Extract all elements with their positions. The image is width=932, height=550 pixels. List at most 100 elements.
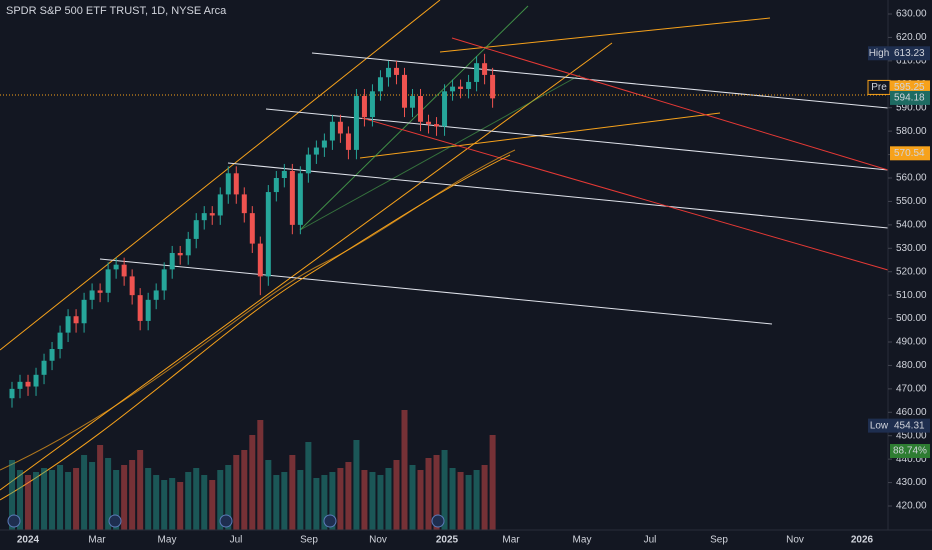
y-tick-label: 420.00 — [896, 501, 927, 512]
candle-body — [321, 140, 327, 148]
volume-bar — [457, 472, 464, 530]
volume-bar — [233, 455, 240, 530]
volume-bar — [193, 468, 200, 530]
candle-body — [345, 133, 351, 150]
candle-body — [217, 194, 223, 216]
chart-title: SPDR S&P 500 ETF TRUST, 1D, NYSE Arca — [6, 5, 227, 17]
volume-bar — [441, 450, 448, 530]
candle-body — [385, 67, 391, 78]
y-tick-label: 450.00 — [896, 430, 927, 441]
candle-body — [289, 170, 295, 225]
x-tick-label: Jul — [644, 535, 657, 546]
volume-bar — [57, 465, 64, 530]
volume-bar — [481, 465, 488, 530]
volume-bar — [225, 465, 232, 530]
y-tick-label: 460.00 — [896, 407, 927, 418]
price-badge: High 613.23 — [868, 46, 930, 61]
volume-bar — [489, 435, 496, 530]
candle-body — [442, 91, 448, 127]
candle-body — [369, 91, 375, 118]
y-tick-label: 590.00 — [896, 102, 927, 113]
y-tick-label: 580.00 — [896, 126, 927, 137]
volume-bar — [337, 468, 344, 530]
badge-bg — [890, 80, 930, 95]
volume-bar — [305, 442, 312, 530]
volume-bar — [81, 455, 88, 530]
dividend-icons — [7, 514, 445, 528]
candle-body — [81, 299, 87, 324]
candle-body — [490, 74, 496, 99]
y-tick-label: 440.00 — [896, 454, 927, 465]
x-tick-label: Jul — [230, 535, 243, 546]
candle-body — [137, 295, 143, 321]
y-tick-label: 510.00 — [896, 290, 927, 301]
volume-bar — [313, 478, 320, 530]
candle-body — [458, 86, 464, 89]
volume-bar — [177, 482, 184, 530]
y-tick-label: 620.00 — [896, 32, 927, 43]
volume-bar — [169, 478, 176, 530]
volume-bar — [353, 440, 360, 530]
volume-bar — [201, 475, 208, 530]
volume-bar — [25, 475, 32, 530]
y-tick-label: 520.00 — [896, 266, 927, 277]
volume-bar — [113, 470, 120, 530]
volume-bar — [257, 420, 264, 530]
x-tick-label: Mar — [88, 535, 106, 546]
candle-body — [361, 96, 367, 118]
volume-bar — [161, 480, 168, 530]
candle-body — [353, 96, 359, 150]
x-tick-label: Sep — [710, 535, 728, 546]
volume-bar — [289, 455, 296, 530]
y-tick-label: 500.00 — [896, 313, 927, 324]
x-tick-label: 2024 — [17, 535, 40, 546]
badge-value: 454.31 — [894, 420, 925, 431]
candle-body — [25, 381, 31, 387]
candle-body — [257, 243, 263, 277]
y-tick-label: 540.00 — [896, 219, 927, 230]
volume-bar — [449, 468, 456, 530]
y-tick-label: 610.00 — [896, 55, 927, 66]
candle-body — [281, 170, 287, 178]
volume-bar — [49, 470, 56, 530]
candle-body — [393, 67, 399, 75]
y-tick-label: 550.00 — [896, 196, 927, 207]
badge-bg — [890, 418, 930, 433]
candle-body — [201, 213, 207, 221]
x-tick-label: 2026 — [851, 535, 874, 546]
price-badge: Pre 595.25 — [867, 79, 930, 95]
volume-bar — [329, 472, 336, 530]
volume-bar — [473, 470, 480, 530]
candle-body — [169, 252, 175, 270]
volume-bar — [73, 468, 80, 530]
volume-bar — [465, 475, 472, 530]
candle-body — [161, 269, 167, 291]
percent-badge: 88.74% — [890, 444, 930, 458]
y-tick-label: 630.00 — [896, 9, 927, 20]
candle-body — [193, 220, 199, 239]
candle-body — [153, 290, 159, 300]
volume-bar — [185, 472, 192, 530]
x-tick-label: May — [158, 535, 177, 546]
candle-body — [249, 213, 255, 244]
candle-body — [305, 154, 311, 174]
candle-body — [313, 147, 319, 155]
volume-bar — [105, 458, 112, 530]
candle-body — [241, 194, 247, 214]
volume-bar — [385, 468, 392, 530]
volume-bar — [321, 475, 328, 530]
candle-body — [450, 86, 456, 92]
volume-bar — [153, 475, 160, 530]
candle-body — [89, 290, 95, 300]
volume-bar — [33, 472, 40, 530]
candle-body — [297, 173, 303, 225]
price-badge: Low 454.31 — [868, 418, 930, 433]
candle-body — [434, 124, 440, 127]
badge-name: Pre — [871, 82, 887, 93]
badge-value: 594.18 — [894, 93, 925, 104]
badge-bg — [890, 146, 930, 161]
candle-body — [41, 360, 47, 375]
candle-body — [145, 299, 151, 321]
